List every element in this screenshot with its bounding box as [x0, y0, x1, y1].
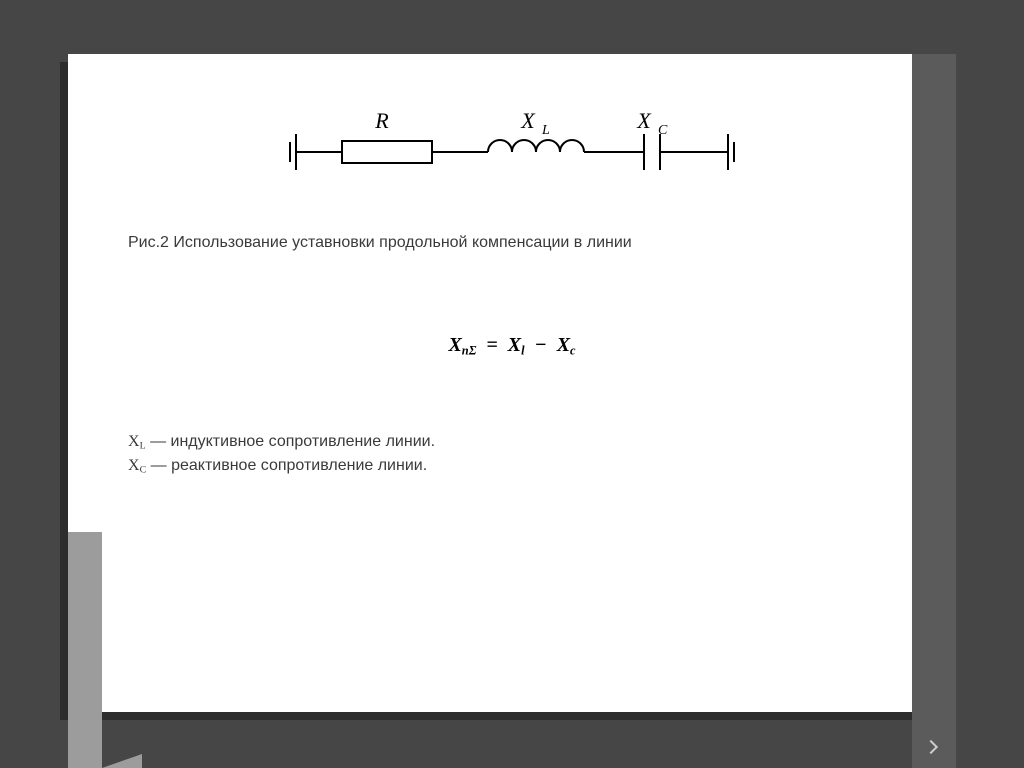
legend-text: — индуктивное сопротивление линии.	[146, 433, 435, 450]
figure-caption: Рис.2 Использование уставновки продольно…	[128, 232, 896, 254]
decor-right	[912, 54, 956, 768]
content-area: R X L X C Рис.2 Использование уставновки…	[128, 94, 896, 672]
eq-r1-sub: l	[521, 343, 524, 357]
label-XC-sub: C	[658, 123, 668, 138]
legend-item: XC — реактивное сопротивление линии.	[128, 454, 896, 478]
circuit-svg: R X L X C	[282, 94, 742, 184]
decor-bottom-left	[102, 754, 142, 768]
legend-sym-base: X	[128, 457, 140, 474]
legend-sym-base: X	[128, 433, 140, 450]
eq-lhs-base: X	[448, 334, 461, 356]
eq-lhs-sub: пΣ	[462, 343, 477, 357]
label-XL-sub: L	[541, 123, 550, 138]
circuit-diagram: R X L X C	[128, 94, 896, 184]
eq-r2-sub: c	[570, 343, 576, 357]
legend-item: XL — индуктивное сопротивление линии.	[128, 430, 896, 454]
decor-left	[68, 532, 102, 768]
label-R: R	[374, 108, 389, 133]
eq-r2-base: X	[557, 334, 570, 356]
legend: XL — индуктивное сопротивление линии. XC…	[128, 430, 896, 478]
eq-r1-base: X	[508, 334, 521, 356]
slide: R X L X C Рис.2 Использование уставновки…	[68, 54, 956, 712]
legend-text: — реактивное сопротивление линии.	[146, 457, 427, 474]
label-XC-base: X	[636, 108, 652, 133]
equation: XпΣ = Xl − Xc	[128, 334, 896, 358]
label-XL-base: X	[520, 108, 536, 133]
